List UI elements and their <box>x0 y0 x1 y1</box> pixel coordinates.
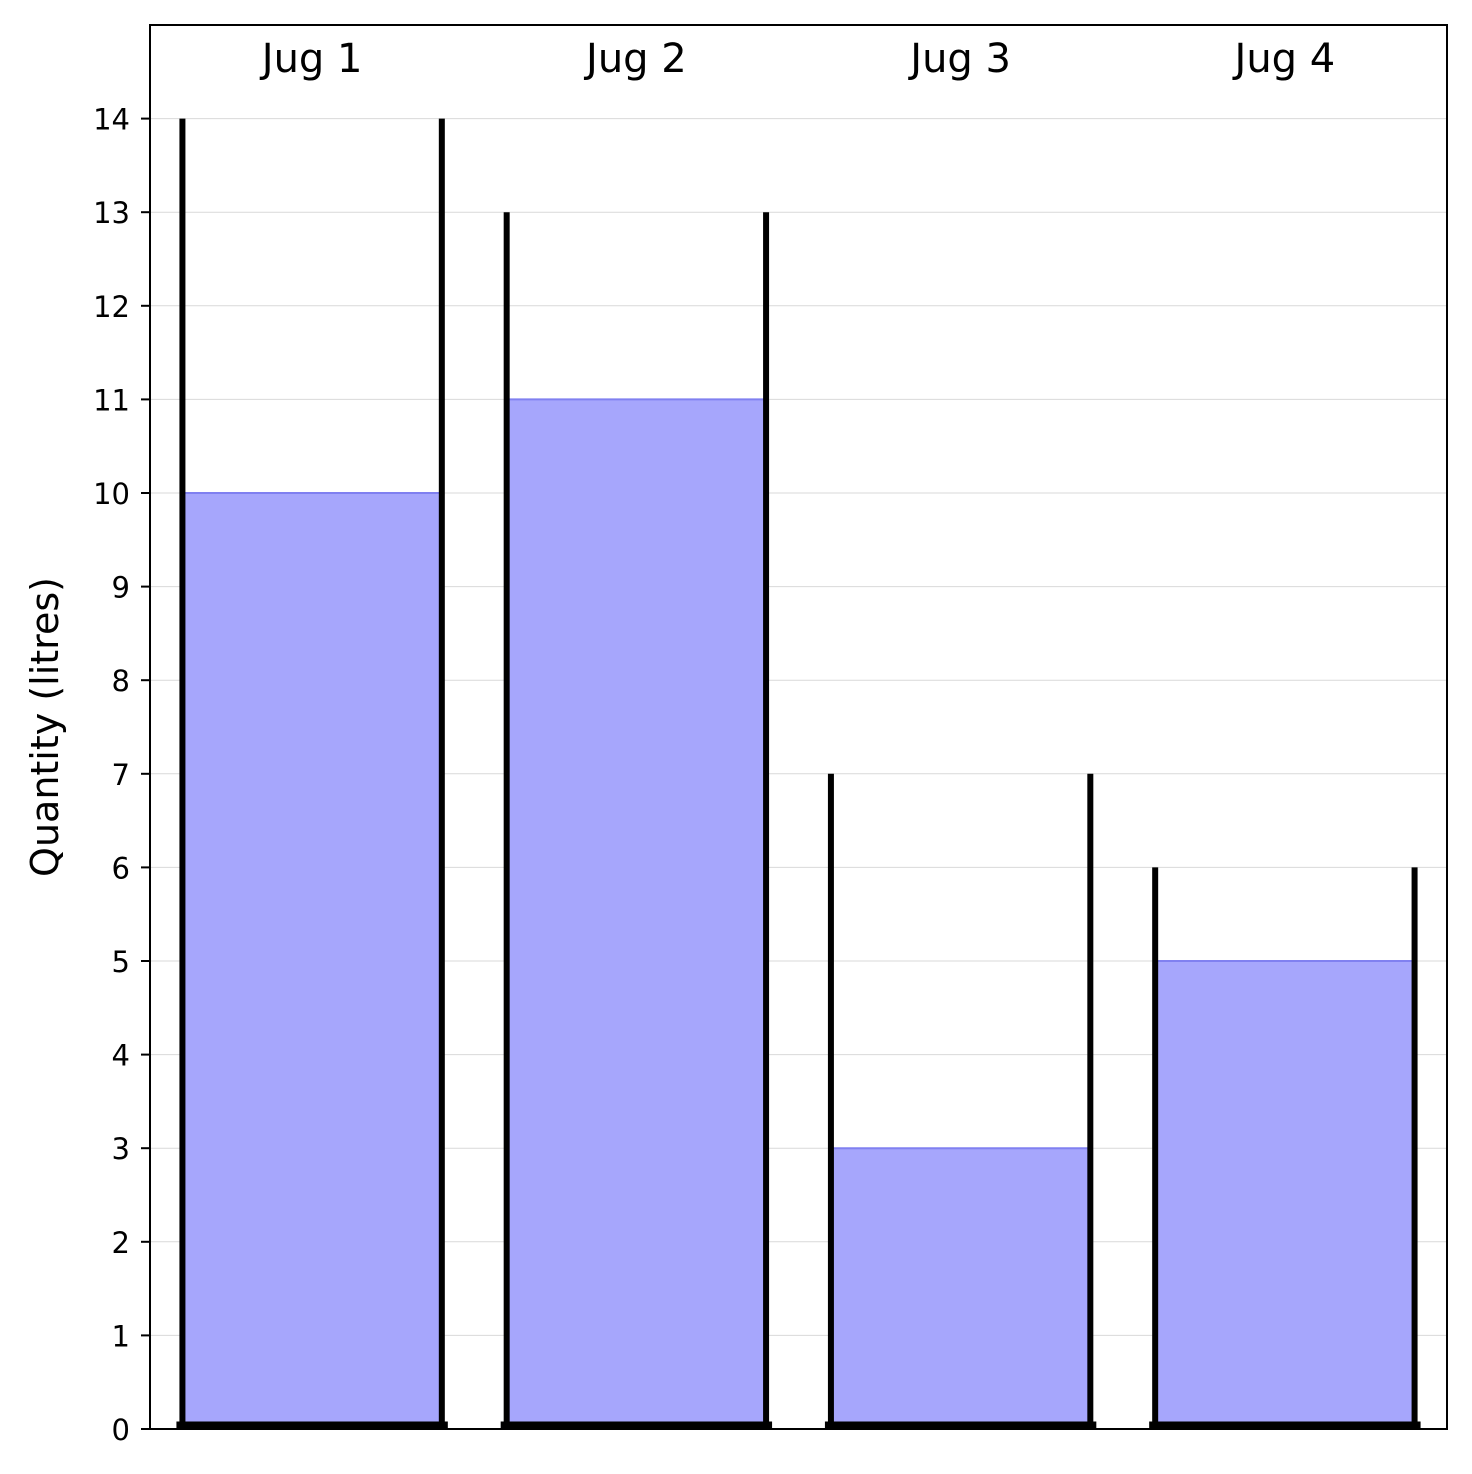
jug-label: Jug 4 <box>1232 36 1336 82</box>
y-tick-label: 14 <box>93 103 130 137</box>
y-tick-label: 3 <box>112 1132 130 1166</box>
y-tick-label: 7 <box>112 758 130 792</box>
y-tick-label: 9 <box>112 571 130 605</box>
y-tick-label: 0 <box>112 1413 130 1447</box>
jug-label: Jug 3 <box>907 36 1011 82</box>
y-tick-label: 4 <box>112 1039 130 1073</box>
jug-walls <box>176 118 1421 1429</box>
plot-frame <box>149 24 1448 1430</box>
y-tick-label: 6 <box>112 851 130 885</box>
y-tick-label: 2 <box>112 1226 130 1260</box>
y-tick-label: 10 <box>93 477 130 511</box>
y-tick-label: 5 <box>112 945 130 979</box>
water-fill-bar <box>1155 961 1415 1429</box>
y-tick-label: 8 <box>112 664 130 698</box>
jug-label: Jug 1 <box>259 36 363 82</box>
water-fills <box>182 398 1415 1429</box>
water-fill-bar <box>830 1148 1091 1429</box>
y-tick-label: 13 <box>93 196 130 230</box>
y-tick-label: 1 <box>112 1319 130 1353</box>
water-fill-bar <box>182 493 442 1429</box>
y-tick-label: 12 <box>93 290 130 324</box>
jug-labels: Jug 1 Jug 2 Jug 3 Jug 4 <box>259 36 1335 82</box>
y-axis-title: Quantity (litres) <box>23 577 67 877</box>
y-tick-label: 11 <box>93 383 130 417</box>
jug-label: Jug 2 <box>583 36 687 82</box>
water-fill-bar <box>506 399 767 1429</box>
